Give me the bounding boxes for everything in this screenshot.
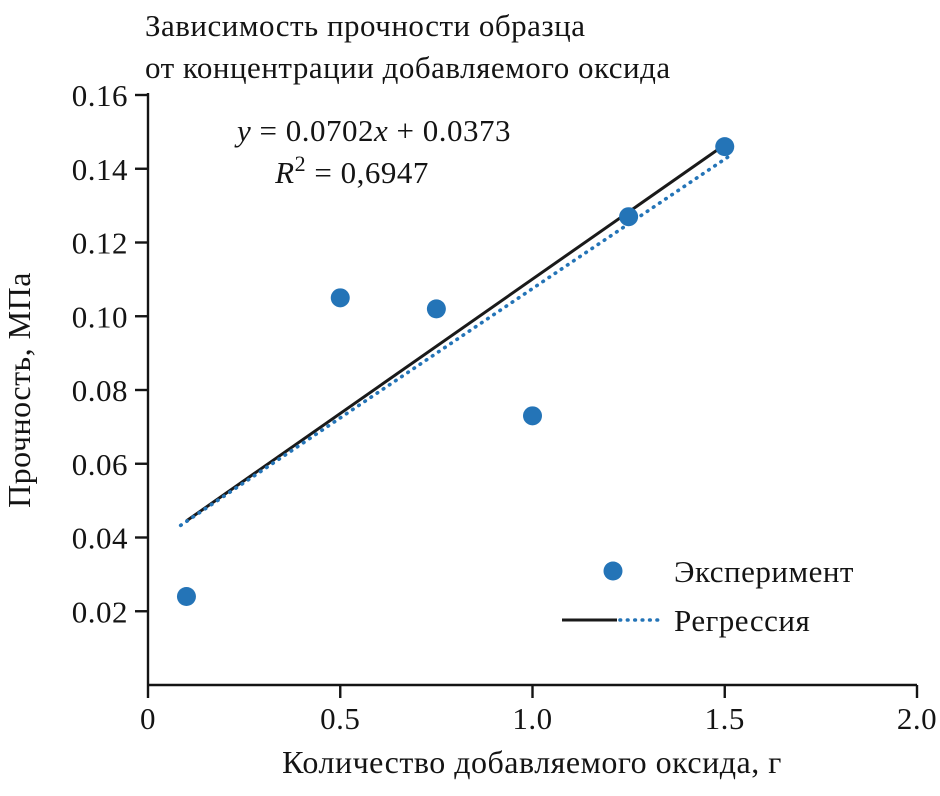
- axes: [146, 93, 917, 687]
- x-tick-label: 1.0: [512, 701, 552, 736]
- y-axis-title: Прочность, МПа: [1, 272, 37, 508]
- x-tick-label: 0.5: [320, 701, 360, 736]
- x-axis-ticks: 0 0.5 1.0 1.5 2.0: [140, 685, 937, 736]
- y-tick-label: 0.02: [72, 594, 128, 629]
- data-point: [426, 299, 446, 319]
- legend-experiment-label: Эксперимент: [674, 554, 854, 589]
- chart-title-line1: Зависимость прочности образца: [145, 8, 585, 43]
- regression-lines: [178, 143, 731, 528]
- data-point: [330, 288, 350, 308]
- legend-regression-label: Регрессия: [674, 603, 810, 638]
- x-tick-label: 1.5: [705, 701, 745, 736]
- regression-equation: y = 0.0702x + 0.0373: [234, 113, 511, 148]
- data-point: [176, 587, 196, 606]
- y-tick-label: 0.04: [72, 521, 128, 556]
- legend-experiment-marker-icon: [603, 561, 623, 581]
- experiment-points: [176, 137, 735, 606]
- y-tick-label: 0.08: [72, 373, 128, 408]
- data-point: [619, 207, 639, 227]
- y-tick-label: 0.16: [72, 78, 128, 113]
- chart-title-line2: от концентрации добавляемого оксида: [145, 50, 671, 85]
- regression-line-dotted: [178, 154, 731, 528]
- y-axis-ticks: 0.02 0.04 0.06 0.08 0.10 0.12 0.14 0.16: [72, 78, 148, 629]
- y-tick-label: 0.14: [72, 152, 128, 187]
- y-tick-label: 0.06: [72, 447, 128, 482]
- x-axis-title: Количество добавляемого оксида, г: [282, 744, 782, 780]
- legend: Эксперимент Регрессия: [562, 554, 854, 638]
- data-point: [715, 137, 735, 157]
- y-tick-label: 0.10: [72, 299, 128, 334]
- data-point: [523, 406, 542, 426]
- y-tick-label: 0.12: [72, 226, 128, 261]
- regression-line-solid: [185, 143, 726, 523]
- x-tick-label: 2.0: [897, 701, 937, 736]
- x-tick-label: 0: [140, 701, 156, 736]
- r-squared-text: R2 = 0,6947: [274, 151, 429, 190]
